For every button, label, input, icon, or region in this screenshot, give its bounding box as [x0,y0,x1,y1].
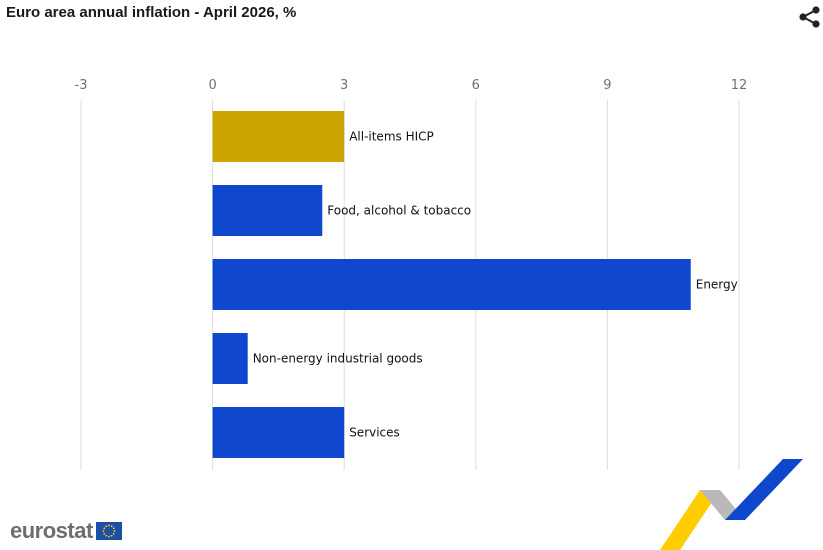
flag-star [110,534,113,537]
flag-star [102,530,105,532]
bar-label: Food, alcohol & tobacco [327,204,471,218]
x-tick-label: 9 [603,78,611,93]
chart-title: Euro area annual inflation - April 2026,… [6,4,297,21]
x-tick-label: 3 [340,78,348,93]
flag-star [107,535,110,538]
share-icon[interactable] [798,6,822,28]
logo-text: eurostat [10,518,93,543]
flag-star [112,527,115,530]
x-tick-label: 12 [731,78,748,93]
flag-star [110,525,113,528]
bar-food-alcohol-tobacco[interactable] [212,185,323,236]
flag-star [107,524,110,527]
x-tick-label: 0 [208,78,216,93]
brand-chevron-graphic [660,459,803,550]
bar-label: Energy [696,278,738,292]
bar-non-energy-industrial-goods[interactable] [212,333,248,384]
flag-star [103,527,105,530]
flag-star [103,532,105,535]
x-tick-label: -3 [75,78,88,93]
bar-energy[interactable] [212,259,691,310]
bar-services[interactable] [212,407,345,458]
eurostat-logo: eurostat [10,518,122,544]
bar-chart: -3 0 3 6 9 12 All-items HICP Food, alcohol & to… [75,78,748,470]
x-tick-label: 6 [472,78,480,93]
bar-label: All-items HICP [349,130,434,144]
flag-star [112,532,115,535]
flag-star [113,530,116,532]
flag-star [105,534,107,537]
bar-label: Services [349,426,400,440]
bar-label: Non-energy industrial goods [253,352,423,366]
bar-all-items-hicp[interactable] [212,111,345,162]
flag-star [105,525,107,528]
eu-flag-icon [95,522,122,540]
